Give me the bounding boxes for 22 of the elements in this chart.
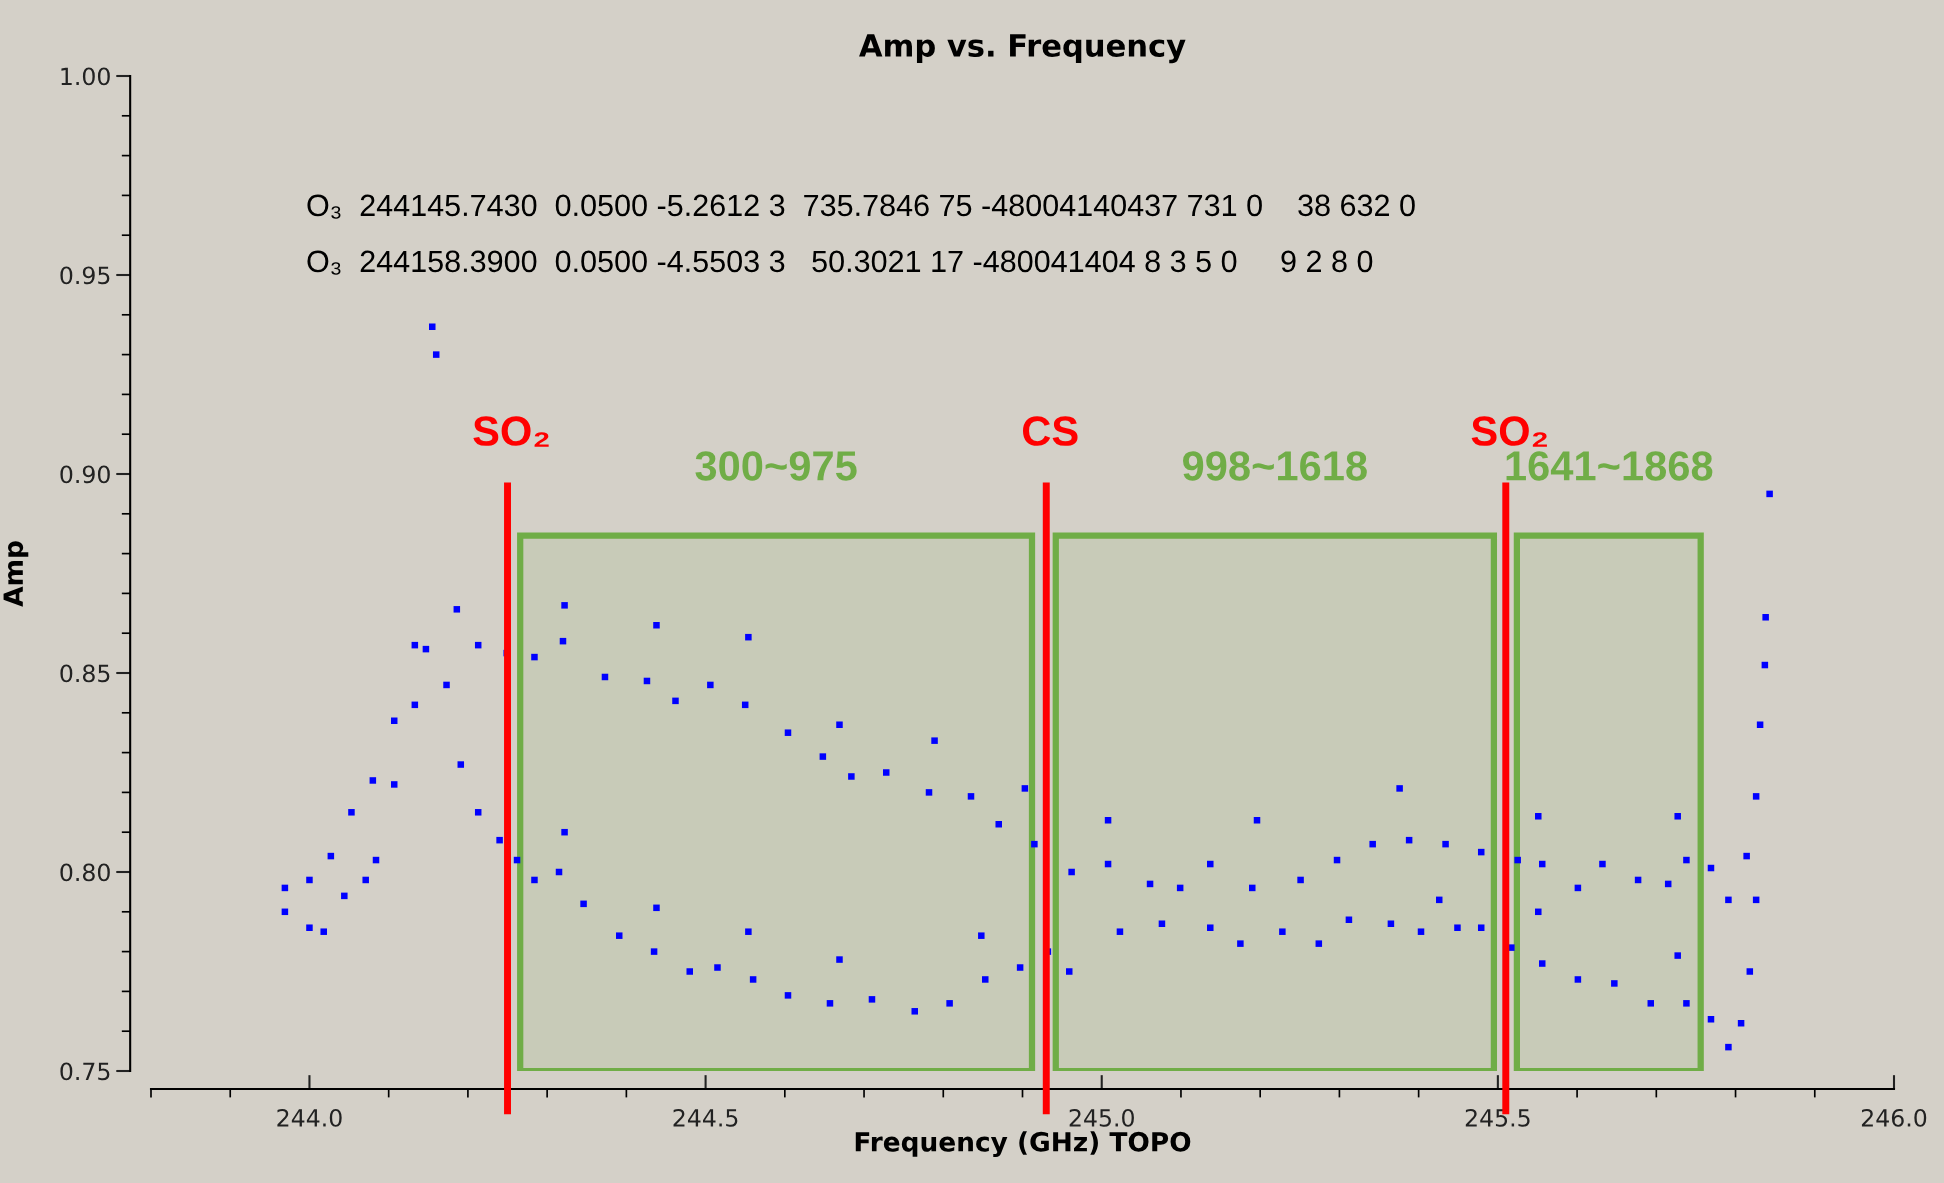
y-tick-label: 0.85 xyxy=(60,664,110,683)
y-axis-title: Amp xyxy=(3,541,29,607)
ref-line-label: SO₂ xyxy=(1471,416,1547,447)
band-label: 1641~1868 xyxy=(1506,451,1713,481)
y-tick-label: 1.00 xyxy=(61,67,110,86)
x-tick-label: 245.0 xyxy=(1069,1108,1134,1127)
y-tick-label: 0.80 xyxy=(60,863,110,882)
ref-line-label: SO₂ xyxy=(473,416,549,447)
annotation: O₃ 244158.3900 0.0500 -4.5503 3 50.3021 17 -480041404 8 3 5 0 9 2 8 0 xyxy=(307,250,1373,275)
x-axis-title: Frequency (GHz) TOPO xyxy=(855,1131,1191,1158)
x-tick-label: 246.0 xyxy=(1861,1108,1927,1127)
annotation: O₃ 244145.7430 0.0500 -5.2612 3 735.7846 75 -48004140437 731 0 38 632 0 xyxy=(307,194,1415,219)
y-tick-label: 0.75 xyxy=(60,1062,110,1081)
y-tick-label: 0.95 xyxy=(60,266,110,285)
x-tick-label: 245.5 xyxy=(1465,1108,1530,1127)
chart-title: Amp vs. Frequency xyxy=(859,34,1186,64)
y-tick-label: 0.90 xyxy=(60,465,110,484)
band-label: 998~1618 xyxy=(1183,451,1367,481)
ref-line-label: CS xyxy=(1023,416,1078,446)
band-label: 300~975 xyxy=(695,451,857,481)
x-tick-label: 244.5 xyxy=(673,1108,738,1127)
x-tick-label: 244.0 xyxy=(277,1108,342,1127)
